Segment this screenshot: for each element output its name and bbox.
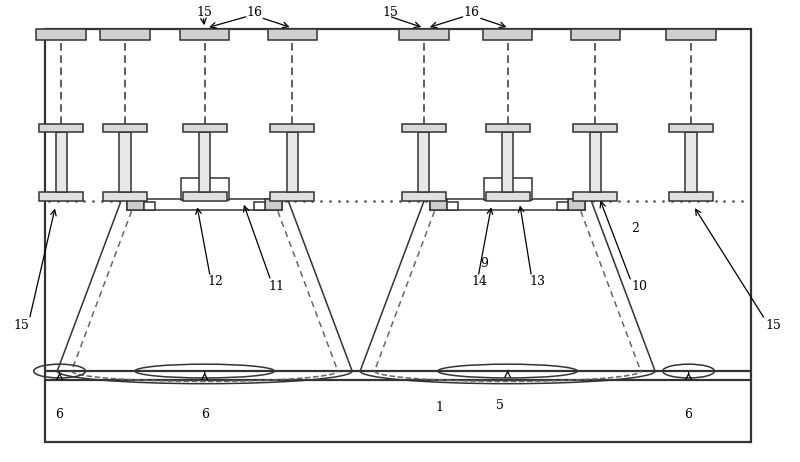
Bar — [270, 124, 314, 132]
Text: 15: 15 — [382, 6, 398, 19]
Bar — [484, 178, 531, 200]
Text: 15: 15 — [14, 319, 30, 332]
Bar — [666, 29, 716, 40]
Bar — [483, 29, 532, 40]
Text: 16: 16 — [464, 6, 480, 19]
Text: 5: 5 — [496, 399, 503, 412]
Bar — [127, 199, 282, 210]
Bar — [568, 199, 586, 210]
Bar — [270, 192, 314, 201]
Bar — [486, 124, 530, 132]
Bar — [55, 132, 66, 192]
Bar — [686, 132, 697, 192]
Text: 9: 9 — [480, 257, 488, 270]
Bar — [447, 202, 458, 210]
Bar — [182, 192, 226, 201]
Bar — [180, 29, 230, 40]
Bar — [430, 199, 586, 210]
Bar — [430, 199, 447, 210]
Bar — [39, 192, 83, 201]
Text: 1: 1 — [436, 401, 444, 414]
Text: 12: 12 — [207, 275, 223, 288]
Bar — [558, 202, 568, 210]
Bar — [103, 192, 147, 201]
Bar — [669, 124, 713, 132]
Bar — [145, 202, 155, 210]
Bar — [402, 192, 446, 201]
Text: 13: 13 — [529, 275, 545, 288]
Bar — [181, 178, 229, 200]
Bar — [286, 132, 298, 192]
Bar — [574, 124, 618, 132]
Text: 16: 16 — [247, 6, 263, 19]
Bar — [402, 124, 446, 132]
Bar — [502, 132, 514, 192]
Text: 6: 6 — [55, 408, 63, 421]
Text: 11: 11 — [269, 280, 285, 292]
Text: 15: 15 — [197, 6, 213, 19]
Text: 15: 15 — [765, 319, 781, 332]
Bar — [418, 132, 430, 192]
Bar — [39, 124, 83, 132]
Bar — [119, 132, 130, 192]
Bar — [199, 132, 210, 192]
Bar — [399, 29, 449, 40]
Bar — [100, 29, 150, 40]
Bar — [574, 192, 618, 201]
Bar — [669, 192, 713, 201]
Bar — [486, 192, 530, 201]
Bar — [127, 199, 145, 210]
Bar — [46, 29, 750, 442]
Bar — [37, 29, 86, 40]
Bar — [103, 124, 147, 132]
Bar — [570, 29, 620, 40]
Text: 14: 14 — [472, 275, 488, 288]
Text: 10: 10 — [631, 280, 647, 292]
Bar — [182, 124, 226, 132]
Bar — [590, 132, 601, 192]
Text: 2: 2 — [631, 222, 639, 235]
Text: 6: 6 — [201, 408, 209, 421]
Bar — [265, 199, 282, 210]
Text: 6: 6 — [685, 408, 693, 421]
Bar — [268, 29, 317, 40]
Bar — [254, 202, 265, 210]
